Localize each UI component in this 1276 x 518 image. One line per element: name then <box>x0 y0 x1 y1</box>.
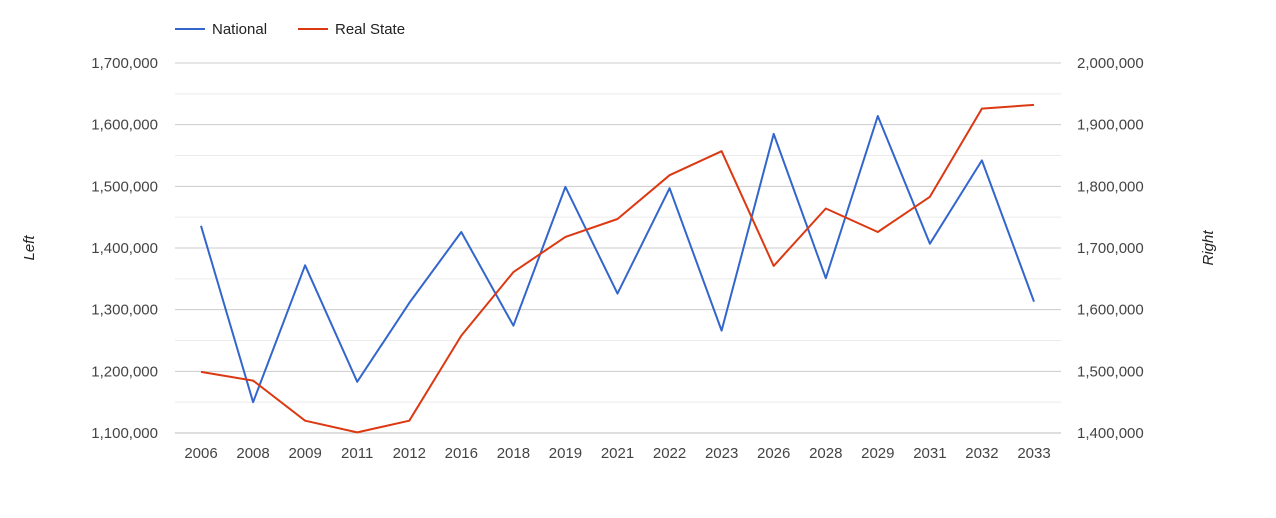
left-tick-label: 1,400,000 <box>91 240 158 257</box>
series-line-real-state <box>200 103 1035 434</box>
x-tick-label: 2016 <box>445 445 478 462</box>
legend-label-national: National <box>212 21 267 38</box>
gridlines <box>175 62 1061 434</box>
right-tick-label: 1,700,000 <box>1077 240 1144 257</box>
right-tick-label: 1,800,000 <box>1077 178 1144 195</box>
left-axis-title: Left <box>21 235 38 261</box>
x-tick-label: 2032 <box>965 445 998 462</box>
x-tick-label: 2021 <box>601 445 634 462</box>
x-tick-label: 2022 <box>653 445 686 462</box>
x-tick-label: 2019 <box>549 445 582 462</box>
right-tick-label: 1,400,000 <box>1077 425 1144 442</box>
right-tick-label: 1,500,000 <box>1077 363 1144 380</box>
left-tick-label: 1,500,000 <box>91 178 158 195</box>
series-line-national <box>200 115 1035 404</box>
x-tick-label: 2029 <box>861 445 894 462</box>
x-tick-label: 2018 <box>497 445 530 462</box>
x-tick-label: 2026 <box>757 445 790 462</box>
left-axis-ticks: 1,100,000 1,200,000 1,300,000 1,400,000 1,50… <box>91 55 158 442</box>
right-tick-label: 2,000,000 <box>1077 55 1144 72</box>
series-lines <box>200 103 1035 434</box>
legend: National Real State <box>175 21 405 38</box>
x-tick-label: 2023 <box>705 445 738 462</box>
legend-label-real-state: Real State <box>335 21 405 38</box>
x-tick-label: 2033 <box>1017 445 1050 462</box>
x-tick-label: 2009 <box>288 445 321 462</box>
left-tick-label: 1,700,000 <box>91 55 158 72</box>
right-axis-title: Right <box>1200 230 1217 266</box>
left-tick-label: 1,600,000 <box>91 117 158 134</box>
x-tick-label: 2031 <box>913 445 946 462</box>
right-tick-label: 1,900,000 <box>1077 117 1144 134</box>
x-tick-label: 2006 <box>184 445 217 462</box>
left-tick-label: 1,300,000 <box>91 302 158 319</box>
right-axis-ticks: 1,400,000 1,500,000 1,600,000 1,700,000 1,80… <box>1077 55 1144 442</box>
left-tick-label: 1,200,000 <box>91 363 158 380</box>
x-tick-label: 2012 <box>393 445 426 462</box>
x-tick-label: 2028 <box>809 445 842 462</box>
x-tick-label: 2008 <box>236 445 269 462</box>
right-tick-label: 1,600,000 <box>1077 302 1144 319</box>
x-tick-label: 2011 <box>341 445 373 462</box>
left-tick-label: 1,100,000 <box>91 425 158 442</box>
x-axis-ticks: 2006 2008 2009 2011 2012 2016 2018 2019 2021 2022… <box>184 445 1050 462</box>
